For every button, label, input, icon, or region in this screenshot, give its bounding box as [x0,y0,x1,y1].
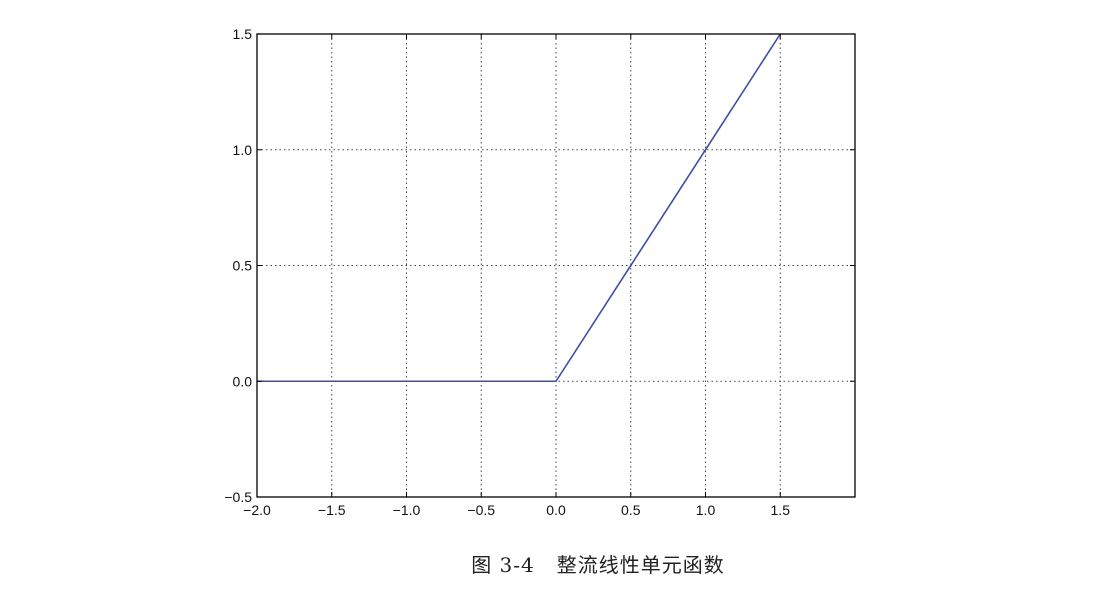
x-tick-labels: −2.0 −1.5 −1.0 −0.5 0.0 0.5 1.0 1.5 [243,502,790,518]
relu-series-line [257,33,781,383]
y-tick-label: 1.0 [233,142,253,158]
x-tick-label: −0.5 [467,502,495,518]
plot-frame [256,33,856,498]
x-tick-label: 1.5 [771,502,791,518]
y-tick-labels: −0.5 0.0 0.5 1.0 1.5 [224,26,252,505]
y-tick-label: 0.5 [233,258,253,274]
grid-lines [256,33,855,498]
y-tick-label: 1.5 [233,26,253,42]
series-layer [257,33,781,383]
figure-caption: 图 3-4 整流线性单元函数 [0,549,1120,578]
x-tick-label: −1.5 [318,502,346,518]
x-tick-label: 0.0 [546,502,566,518]
x-tick-label: −1.0 [393,502,421,518]
x-tick-label: 0.5 [621,502,641,518]
x-tick-label: 1.0 [696,502,716,518]
y-tick-label: −0.5 [224,489,252,505]
y-tick-label: 0.0 [233,373,253,389]
relu-chart: −2.0 −1.5 −1.0 −0.5 0.0 0.5 1.0 1.5 −0.5 0.0 0.5 1… [224,26,856,518]
x-tick-label: −2.0 [243,502,271,518]
figure-number: 图 3-4 [471,553,535,577]
figure-title: 整流线性单元函数 [556,553,725,577]
tick-marks [256,33,855,498]
